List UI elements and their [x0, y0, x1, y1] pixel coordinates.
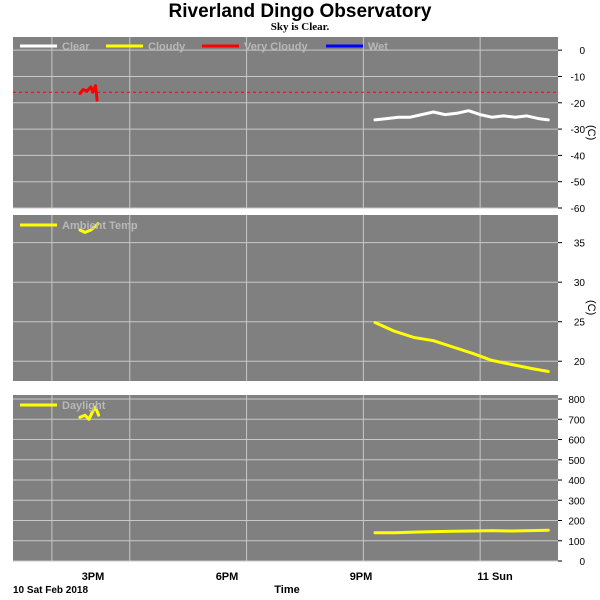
y-tick-label: 100: [568, 537, 585, 548]
sky-panel: 0 -10 -20 -30 -40 -50 -60 (C) Clear Cloudy Ver…: [13, 37, 597, 215]
legend-very-cloudy-label: Very Cloudy: [244, 41, 308, 53]
y-tick-label: 300: [568, 496, 585, 507]
series-line-very-cloudy: [78, 84, 99, 102]
x-axis-title: Time: [274, 584, 299, 596]
legend-cloudy-label: Cloudy: [148, 41, 186, 53]
y-tick-label: 30: [574, 278, 586, 289]
series-line-daylight: [78, 405, 101, 421]
daylight-legend: Daylight: [20, 400, 106, 412]
sky-unit-label: (C): [585, 125, 597, 140]
y-tick-label: -30: [571, 125, 586, 136]
x-tick-label: 11 Sun: [477, 571, 513, 583]
y-tick-label: -20: [571, 99, 586, 110]
legend-clear-label: Clear: [62, 41, 90, 53]
ambient-legend: Ambient Temp: [20, 220, 138, 232]
y-tick-label: -10: [571, 72, 586, 83]
y-tick-label: 800: [568, 395, 585, 406]
y-tick-label: 35: [574, 239, 586, 250]
x-axis: 3PM 6PM 9PM 11 Sun 10 Sat Feb 2018 Time: [13, 571, 513, 596]
legend-daylight-label: Daylight: [62, 400, 106, 412]
sky-series: [78, 84, 550, 122]
daylight-panel: 800 700 600 500 400 300 200 100 0 Daylight: [13, 395, 585, 568]
legend-ambient-label: Ambient Temp: [62, 220, 138, 232]
ambient-y-ticks: 35 30 25 20: [558, 239, 586, 368]
y-tick-label: 20: [574, 357, 586, 368]
chart-title: Riverland Dingo Observatory: [168, 1, 432, 22]
x-tick-label: 9PM: [350, 571, 373, 583]
series-line-ambient-temp: [373, 321, 550, 373]
sky-panel-bg: [13, 37, 558, 208]
chart-subtitle: Sky is Clear.: [270, 21, 330, 33]
y-tick-label: 500: [568, 456, 585, 467]
ambient-panel-grid: [13, 215, 558, 381]
daylight-panel-bg: [13, 395, 558, 561]
y-tick-label: 0: [579, 46, 585, 57]
daylight-y-ticks: 800 700 600 500 400 300 200 100 0: [558, 395, 585, 568]
series-line-ambient-temp: [78, 222, 100, 234]
y-tick-label: -50: [571, 178, 586, 189]
x-tick-label: 3PM: [82, 571, 105, 583]
y-tick-label: 400: [568, 476, 585, 487]
y-tick-label: 0: [579, 557, 585, 568]
y-tick-label: 700: [568, 415, 585, 426]
y-tick-label: 600: [568, 436, 585, 447]
ambient-series: [78, 222, 550, 373]
date-label: 10 Sat Feb 2018: [13, 585, 88, 596]
legend-wet-label: Wet: [368, 41, 388, 53]
series-line-clear: [373, 109, 550, 122]
y-tick-label: 200: [568, 517, 585, 528]
series-line-daylight: [373, 528, 550, 535]
x-tick-label: 6PM: [216, 571, 239, 583]
y-tick-label: -40: [571, 151, 586, 162]
y-tick-label: 25: [574, 318, 586, 329]
sky-panel-grid: [13, 37, 558, 209]
ambient-panel: 35 30 25 20 (C) Ambient Temp: [13, 215, 597, 381]
daylight-panel-grid: [13, 395, 558, 562]
ambient-unit-label: (C): [585, 300, 597, 315]
sky-y-ticks: 0 -10 -20 -30 -40 -50 -60: [558, 46, 585, 215]
y-tick-label: -60: [571, 204, 586, 215]
sky-legend: Clear Cloudy Very Cloudy Wet: [20, 41, 388, 53]
daylight-series: [78, 405, 550, 535]
